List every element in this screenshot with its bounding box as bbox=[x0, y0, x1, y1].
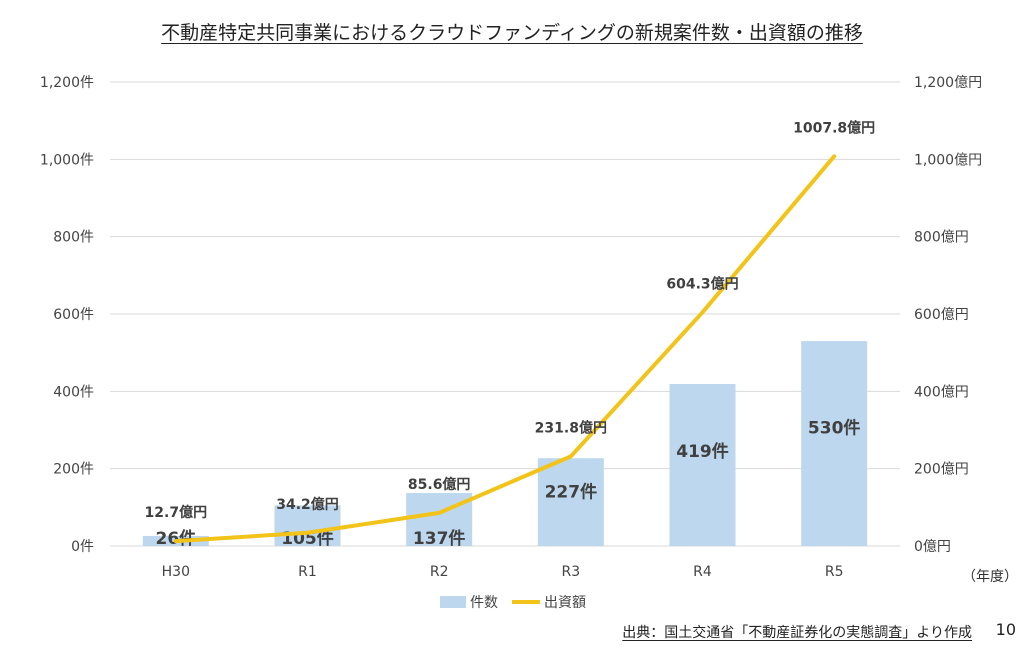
right-tick-label: 1,000億円 bbox=[914, 152, 982, 168]
chart-title: 不動産特定共同事業におけるクラウドファンディングの新規案件数・出資額の推移 bbox=[161, 22, 863, 44]
line-data-labels: 12.7億円 34.2億円 85.6億円 231.8億円 604.3億円 1007.8億円 bbox=[145, 119, 876, 521]
bar-data-label: 227件 bbox=[545, 482, 598, 503]
line-data-label: 604.3億円 bbox=[666, 275, 738, 292]
x-axis-ticks: H30 R1 R2 R3 R4 R5 bbox=[162, 564, 844, 580]
x-tick-label: R3 bbox=[562, 564, 581, 580]
right-tick-label: 400億円 bbox=[914, 384, 969, 400]
x-tick-label: R5 bbox=[825, 564, 844, 580]
line-data-label: 34.2億円 bbox=[276, 496, 339, 513]
source-note: 出典：国土交通省「不動産証券化の実態調査」より作成 bbox=[622, 625, 972, 641]
legend-label: 出資額 bbox=[544, 595, 586, 611]
grid-lines bbox=[110, 81, 900, 547]
line-data-label: 85.6億円 bbox=[408, 476, 471, 493]
line-data-label: 231.8億円 bbox=[535, 419, 607, 436]
legend-label: 件数 bbox=[470, 595, 498, 611]
x-tick-label: R2 bbox=[430, 564, 449, 580]
bar-data-label: 530件 bbox=[808, 417, 861, 438]
left-tick-label: 800件 bbox=[53, 230, 94, 246]
line-series bbox=[173, 154, 837, 544]
left-tick-label: 600件 bbox=[53, 307, 94, 323]
legend: 件数 出資額 bbox=[440, 595, 586, 611]
right-axis-ticks: 0億円 200億円 400億円 600億円 800億円 1,000億円 1,200億円 bbox=[914, 75, 982, 555]
left-tick-label: 1,200件 bbox=[40, 75, 94, 91]
right-tick-label: 200億円 bbox=[914, 462, 969, 478]
bar bbox=[274, 505, 341, 546]
bar bbox=[669, 383, 736, 546]
left-tick-label: 0件 bbox=[71, 539, 94, 555]
x-tick-label: R1 bbox=[298, 564, 317, 580]
x-tick-label: R4 bbox=[693, 564, 712, 580]
bar bbox=[801, 341, 868, 546]
right-tick-label: 800億円 bbox=[914, 230, 969, 246]
bar-series bbox=[142, 341, 868, 546]
x-axis-unit-note: （年度） bbox=[962, 569, 1018, 585]
bar-data-label: 137件 bbox=[413, 528, 466, 549]
line-data-label: 12.7億円 bbox=[145, 504, 208, 521]
right-tick-label: 1,200億円 bbox=[914, 75, 982, 91]
series-line bbox=[173, 154, 837, 544]
bar-data-label: 26件 bbox=[155, 528, 196, 549]
left-tick-label: 200件 bbox=[53, 462, 94, 478]
bar-data-label: 419件 bbox=[676, 441, 729, 462]
right-tick-label: 600億円 bbox=[914, 307, 969, 323]
page-number: 10 bbox=[995, 620, 1016, 639]
left-tick-label: 400件 bbox=[53, 384, 94, 400]
bar bbox=[537, 458, 604, 546]
left-axis-ticks: 0件 200件 400件 600件 800件 1,000件 1,200件 bbox=[40, 75, 94, 555]
line-data-label: 1007.8億円 bbox=[793, 119, 875, 136]
x-tick-label: H30 bbox=[162, 564, 190, 580]
legend-swatch-bar bbox=[440, 596, 466, 608]
left-tick-label: 1,000件 bbox=[40, 152, 94, 168]
right-tick-label: 0億円 bbox=[914, 539, 951, 555]
